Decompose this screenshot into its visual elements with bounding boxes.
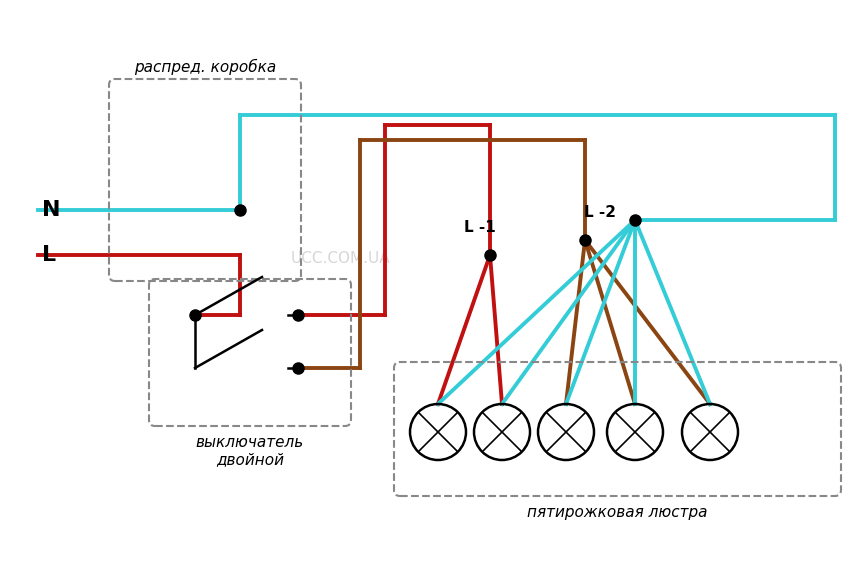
Text: L: L: [42, 245, 56, 265]
Text: L -2: L -2: [584, 205, 616, 220]
Text: распред. коробка: распред. коробка: [134, 59, 276, 75]
Text: N: N: [42, 200, 60, 220]
Text: выключатель
двойной: выключатель двойной: [196, 435, 304, 467]
Text: L -1: L -1: [464, 220, 496, 235]
Text: пятирожковая люстра: пятирожковая люстра: [528, 505, 708, 520]
Text: UCC.COM.UA: UCC.COM.UA: [290, 250, 390, 266]
